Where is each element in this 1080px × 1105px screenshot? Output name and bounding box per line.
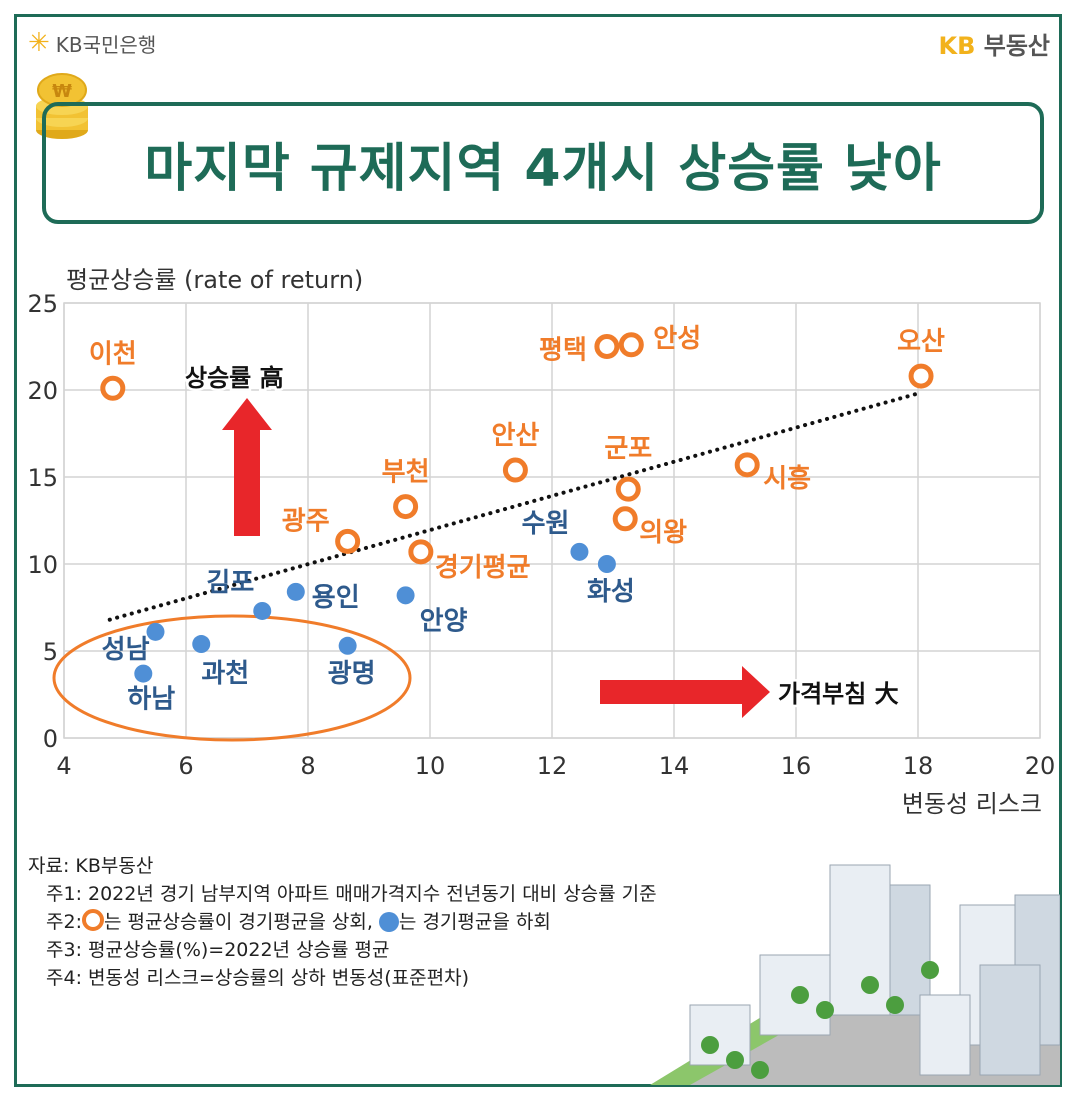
point-label: 이천 [89,339,137,369]
point-label: 오산 [897,327,945,357]
point-label: 안성 [653,324,701,354]
x-axis-label: 변동성 리스크 [902,790,1042,818]
point-label: 수원 [522,509,570,539]
point-above-marker [335,528,361,554]
city-illustration [650,864,1060,1085]
right-arrow-label: 가격부침 大 [778,680,899,708]
point-label: 하남 [127,685,175,715]
brand-name: 부동산 [983,32,1050,60]
kb-realestate-logo: KB 부동산 [939,26,1051,61]
note-3: 주3: 평균상승률(%)=2022년 상승률 평균 [46,939,390,961]
page-title: 마지막 규제지역 4개시 상승률 낮아 [144,138,942,199]
note-2-above: 는 평균상승률이 경기평균을 상회, [103,911,373,933]
brand-kb: KB [938,32,976,60]
source-note: 자료: KB부동산 [28,855,154,877]
x-tick-label: 8 [300,752,315,780]
point-above-marker [612,506,638,532]
point-label: 안산 [491,421,539,451]
point-label: 안양 [420,606,468,636]
point-below-marker [253,601,272,620]
point-label: 과천 [201,659,249,689]
point-below-marker [396,586,415,605]
y-tick-label: 15 [27,464,58,492]
point-above-marker [734,452,760,478]
low-group-ellipse [52,614,412,742]
y-tick-label: 10 [27,551,58,579]
point-label: 광주 [282,506,330,536]
up-arrow-label: 상승률 高 [185,364,284,392]
bank-logo-text: KB국민은행 [55,32,157,57]
point-below-marker [338,636,357,655]
right-arrow [600,666,770,718]
trendline [107,391,920,622]
point-label: 군포 [604,434,652,464]
point-label: 광명 [328,659,376,689]
y-tick-label: 5 [43,638,58,666]
note-2-prefix: 주2: [46,911,82,933]
point-label: 화성 [587,577,635,607]
x-tick-label: 4 [56,752,71,780]
blue-dot-icon [378,912,399,932]
point-below-marker [570,542,589,561]
x-tick-label: 14 [659,752,690,780]
x-tick-label: 16 [781,752,812,780]
point-label: 용인 [312,583,360,613]
point-label: 김포 [206,568,254,598]
point-label: 성남 [102,635,150,665]
x-tick-label: 18 [903,752,934,780]
x-tick-label: 10 [415,752,446,780]
point-above-marker [908,363,934,389]
point-above-marker [393,494,419,520]
point-label: 시흥 [763,464,811,494]
point-below-marker [192,635,211,654]
point-label: 경기평균 [435,553,531,583]
point-label: 평택 [539,336,587,366]
notes: 자료: KB부동산 주1: 2022년 경기 남부지역 아파트 매매가격지수 전… [28,852,657,992]
x-tick-label: 6 [178,752,193,780]
point-above-marker [502,457,528,483]
point-label: 부천 [382,458,430,488]
note-2-below: 는 경기평균을 하회 [398,911,551,933]
note-4: 주4: 변동성 리스크=상승률의 상하 변동성(표준편차) [46,967,469,989]
point-below-marker [134,664,153,683]
svg-text:₩: ₩ [52,81,72,102]
point-above-marker [100,375,126,401]
y-tick-label: 25 [27,290,58,318]
point-below-marker [597,555,616,573]
point-above-marker [615,476,641,502]
point-above-marker [618,332,644,358]
point-below-marker [146,622,165,641]
point-below-marker [286,582,305,601]
y-tick-label: 0 [43,725,58,753]
y-tick-label: 20 [27,377,58,405]
point-label: 의왕 [639,518,687,548]
up-arrow [222,398,272,536]
title-box: 마지막 규제지역 4개시 상승률 낮아 [42,102,1044,224]
x-tick-label: 12 [537,752,568,780]
x-tick-label: 20 [1025,752,1056,780]
orange-ring-icon [81,909,104,931]
note-2: 주2: 는 평균상승률이 경기평균을 상회, 는 경기평균을 하회 [28,908,657,936]
kb-bank-logo: ✳ KB국민은행 [28,28,156,58]
point-above-marker [408,539,434,565]
note-1: 주1: 2022년 경기 남부지역 아파트 매매가격지수 전년동기 대비 상승률… [46,883,657,905]
y-axis-label: 평균상승률 (rate of return) [66,266,363,294]
point-above-marker [594,334,620,359]
kb-star-icon: ✳ [28,28,50,58]
